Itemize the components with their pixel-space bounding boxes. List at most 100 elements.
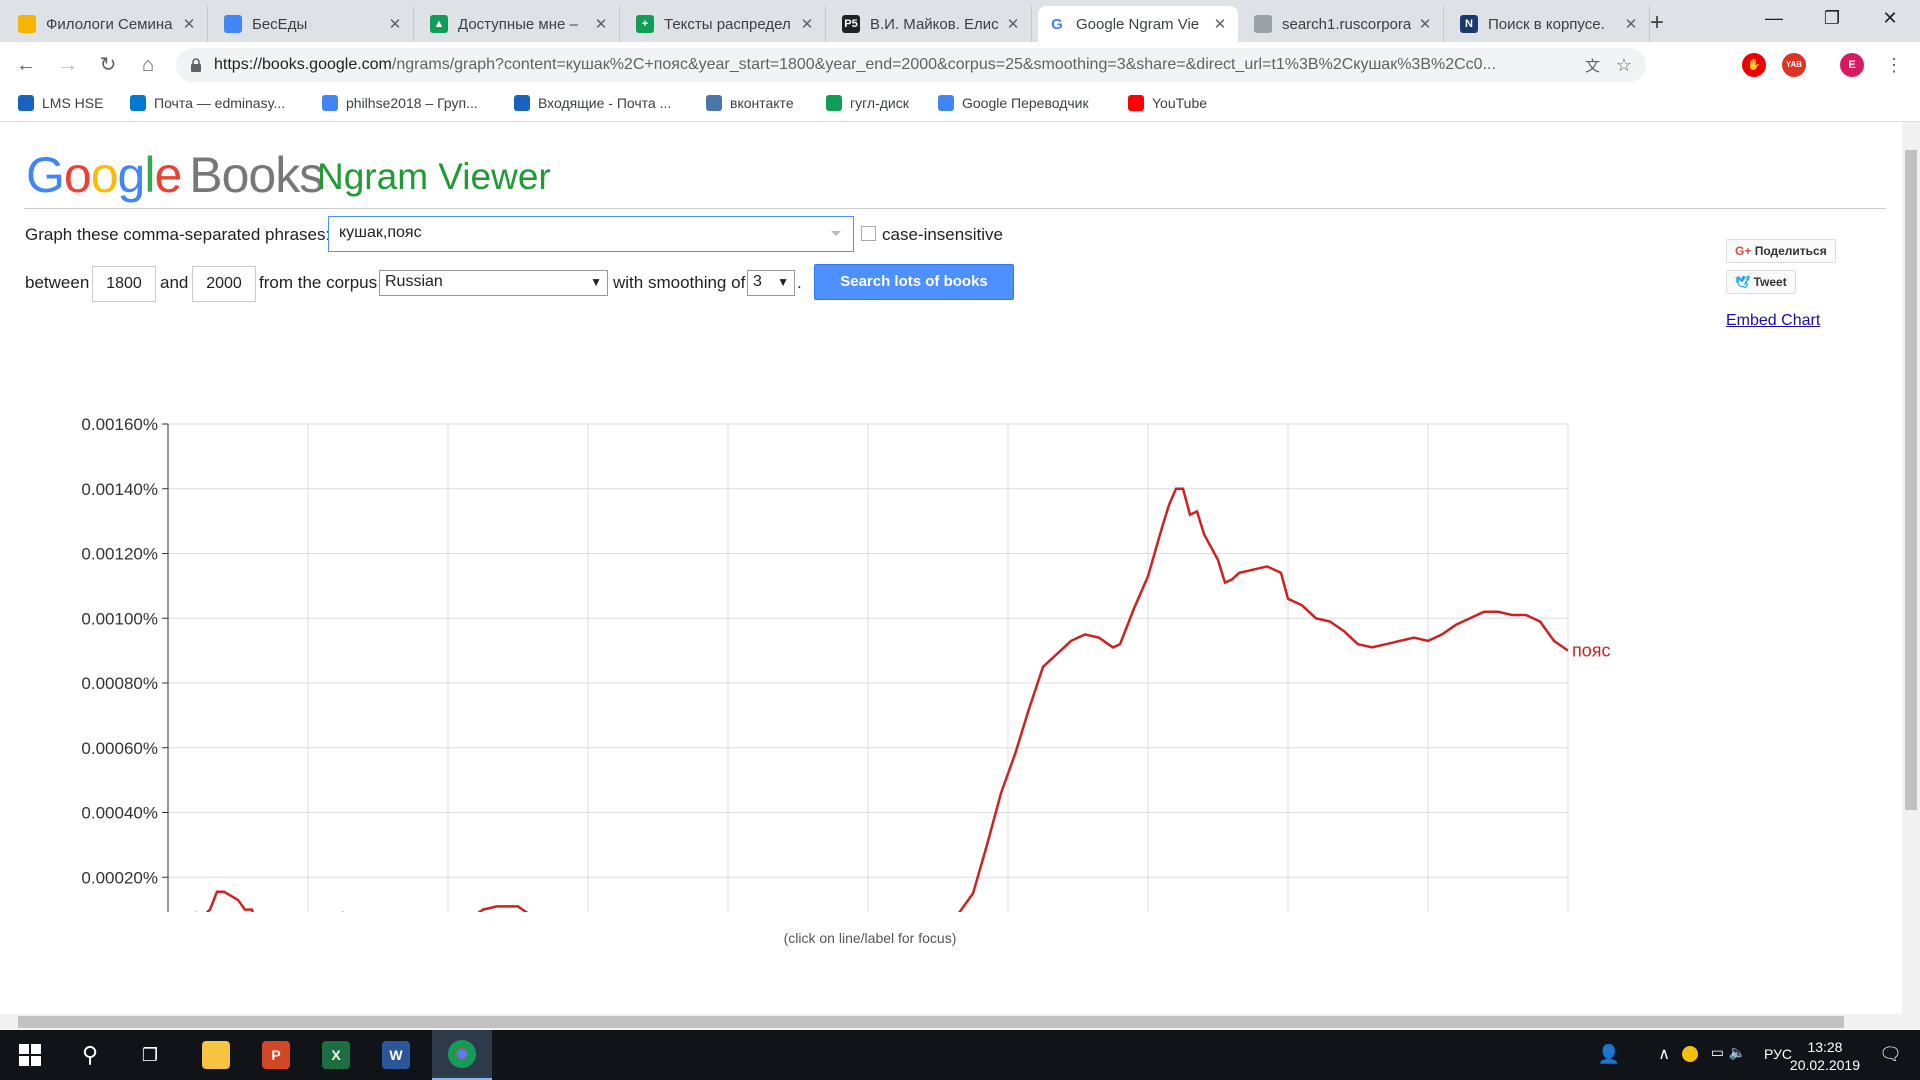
scroll-thumb[interactable] — [1905, 150, 1917, 810]
bookmark-favicon-icon — [1128, 95, 1144, 111]
smoothing-label: with smoothing of — [613, 273, 746, 292]
clock-date: 20.02.2019 — [1789, 1057, 1860, 1073]
menu-dots-icon[interactable]: ⋮ — [1885, 55, 1903, 75]
browser-tab[interactable]: G Google Ngram Vie ✕ — [1038, 6, 1238, 42]
tab-favicon-icon — [18, 15, 36, 33]
browser-tab[interactable]: + Тексты распредел ✕ — [626, 6, 826, 42]
browser-tab[interactable]: N Поиск в корпусе. ✕ — [1450, 6, 1650, 42]
home-icon[interactable]: ⌂ — [141, 54, 155, 76]
corpus-select[interactable]: Russian ▼ — [379, 270, 608, 296]
phrases-input-value: кушак,пояс — [339, 224, 422, 241]
bookmark-item[interactable]: вконтакте — [706, 95, 794, 111]
back-arrow-icon[interactable]: ← — [16, 54, 36, 76]
tab-title: Google Ngram Vie — [1076, 15, 1200, 33]
bookmark-label: вконтакте — [730, 95, 794, 111]
reload-icon[interactable]: ↻ — [99, 54, 117, 76]
logo-letter: o — [90, 147, 119, 203]
chrome-icon[interactable] — [432, 1030, 492, 1080]
logo-letter: o — [63, 147, 92, 203]
browser-tab[interactable]: Филологи Семина ✕ — [8, 6, 208, 42]
start-windows-icon[interactable] — [0, 1030, 60, 1080]
header-divider — [24, 208, 1886, 209]
close-tab-icon[interactable]: ✕ — [1418, 16, 1432, 33]
year-end-input[interactable]: 2000 — [192, 266, 256, 302]
close-tab-icon[interactable]: ✕ — [800, 16, 814, 33]
word-icon[interactable]: W — [366, 1030, 426, 1080]
adblock-icon[interactable]: ✋ — [1742, 53, 1766, 77]
bookmark-favicon-icon — [826, 95, 842, 111]
url-text: https://books.google.com/ngrams/graph?co… — [214, 56, 1496, 73]
bookmark-star-icon[interactable]: ☆ — [1615, 54, 1632, 75]
vertical-scrollbar[interactable] — [1902, 122, 1920, 1014]
tweet-button[interactable]: 🕊 Tweet — [1726, 270, 1796, 294]
bookmark-item[interactable]: гугл-диск — [826, 95, 909, 111]
tab-title: Доступные мне – — [458, 15, 578, 33]
smoothing-select[interactable]: 3 ▼ — [747, 270, 795, 296]
system-clock[interactable]: 13:28 20.02.2019 — [1790, 1038, 1860, 1074]
tray-chevron-icon[interactable]: ∧ — [1658, 1046, 1670, 1063]
bookmark-favicon-icon — [514, 95, 530, 111]
browser-tab[interactable]: search1.ruscorpora ✕ — [1244, 6, 1444, 42]
logo-letter: G — [26, 147, 65, 203]
tab-title: В.И. Майков. Елис — [870, 15, 999, 33]
battery-icon[interactable]: ▭ — [1710, 1044, 1724, 1060]
browser-tab[interactable]: ▲ Доступные мне – ✕ — [420, 6, 620, 42]
search-button[interactable]: Search lots of books — [814, 264, 1014, 300]
address-bar[interactable]: https://books.google.com/ngrams/graph?co… — [176, 48, 1646, 82]
close-window-button[interactable]: ✕ — [1882, 8, 1898, 28]
excel-icon[interactable]: X — [306, 1030, 366, 1080]
close-tab-icon[interactable]: ✕ — [388, 16, 402, 33]
gplus-share-label: Поделиться — [1754, 244, 1827, 258]
tab-favicon-icon: G — [1048, 15, 1066, 33]
search-icon[interactable]: ⚲ — [81, 1042, 99, 1067]
chart-axes: 0.00000%0.00020%0.00040%0.00060%0.00080%… — [81, 415, 169, 912]
series-line-0[interactable] — [168, 487, 1569, 912]
bookmark-item[interactable]: Почта — edminasy... — [130, 95, 285, 111]
new-tab-button[interactable]: + — [1650, 9, 1665, 36]
horizontal-scrollbar[interactable] — [0, 1014, 1920, 1030]
logo-letter: l — [144, 147, 155, 203]
phrases-input[interactable]: кушак,пояс — [328, 216, 854, 252]
volume-icon[interactable]: 🔈 — [1728, 1044, 1746, 1060]
year-start-input[interactable]: 1800 — [92, 266, 156, 302]
chevron-down-icon[interactable] — [831, 231, 841, 236]
yandex-icon[interactable]: YAB — [1782, 53, 1806, 77]
bookmark-item[interactable]: philhse2018 – Груп... — [322, 95, 478, 111]
browser-tab[interactable]: Р5 В.И. Майков. Елис ✕ — [832, 6, 1032, 42]
file-explorer-icon[interactable] — [186, 1030, 246, 1080]
series-label-0[interactable]: пояс — [1572, 641, 1611, 661]
powerpoint-icon[interactable]: P — [246, 1030, 306, 1080]
maximize-button[interactable]: ❐ — [1823, 8, 1841, 28]
close-tab-icon[interactable]: ✕ — [1006, 16, 1020, 33]
forward-arrow-icon[interactable]: → — [58, 54, 78, 76]
bookmark-item[interactable]: YouTube — [1128, 95, 1207, 111]
scroll-thumb[interactable] — [18, 1016, 1844, 1028]
close-tab-icon[interactable]: ✕ — [182, 16, 196, 33]
close-tab-icon[interactable]: ✕ — [594, 16, 608, 33]
notification-icon[interactable]: 🗨 — [1879, 1044, 1902, 1064]
dropdown-arrow-icon: ▼ — [777, 275, 789, 289]
google-books-logo[interactable]: Google Books — [26, 146, 324, 204]
bookmark-item[interactable]: Входящие - Почта ... — [514, 95, 671, 111]
close-tab-icon[interactable]: ✕ — [1213, 16, 1227, 33]
embed-chart-link[interactable]: Embed Chart — [1726, 312, 1821, 329]
chart-grid — [167, 423, 1569, 912]
bookmark-item[interactable]: LMS HSE — [18, 95, 103, 111]
close-tab-icon[interactable]: ✕ — [1624, 16, 1638, 33]
browser-tab[interactable]: БесЕды ✕ — [214, 6, 414, 42]
case-insensitive-checkbox[interactable] — [861, 226, 876, 241]
tab-title: Поиск в корпусе. — [1488, 15, 1605, 33]
gplus-share-button[interactable]: G+ Поделиться — [1726, 239, 1836, 263]
bookmark-item[interactable]: Google Переводчик — [938, 95, 1089, 111]
people-icon[interactable]: 👤 — [1597, 1044, 1620, 1064]
tray-app-icon[interactable] — [1682, 1046, 1698, 1062]
task-view-icon[interactable]: ❐ — [141, 1044, 159, 1065]
profile-avatar[interactable]: E — [1840, 53, 1864, 77]
minimize-button[interactable]: — — [1765, 8, 1783, 28]
corpus-label: from the corpus — [259, 273, 378, 292]
windows-taskbar: ⚲ ❐ P X W 👤 ∧ ▭ 🔈 РУС 13:28 20.02.2019 🗨 — [0, 1030, 1920, 1080]
translate-icon[interactable]: 文 — [1584, 57, 1600, 75]
bookmark-label: Входящие - Почта ... — [538, 95, 672, 111]
language-indicator[interactable]: РУС — [1763, 1046, 1792, 1062]
tab-favicon-icon — [224, 15, 242, 33]
